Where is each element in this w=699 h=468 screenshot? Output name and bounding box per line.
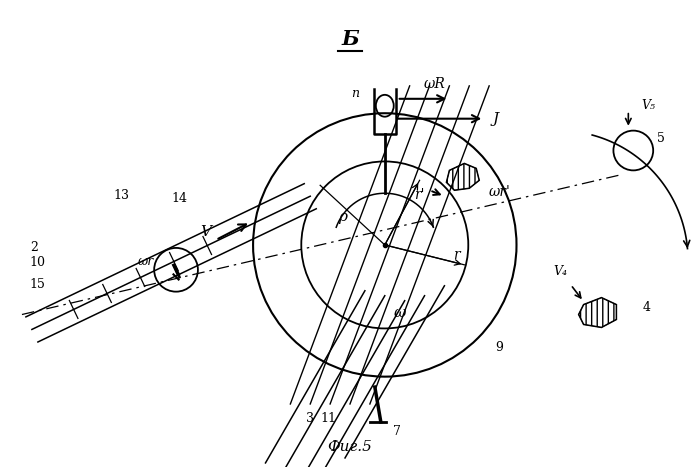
Text: 11: 11 — [320, 412, 336, 425]
Text: 3: 3 — [306, 412, 315, 425]
Text: V₅: V₅ — [641, 99, 655, 112]
Text: n: n — [351, 88, 359, 100]
Text: r: r — [453, 248, 460, 262]
Text: 15: 15 — [30, 278, 45, 291]
Polygon shape — [579, 298, 617, 328]
Text: 13: 13 — [113, 189, 129, 202]
Text: 7: 7 — [393, 425, 401, 439]
Text: r': r' — [415, 188, 425, 202]
Text: J: J — [493, 112, 499, 126]
Text: 2: 2 — [30, 241, 38, 255]
Text: 5: 5 — [657, 132, 665, 145]
Text: ρ: ρ — [338, 210, 347, 224]
Text: 4: 4 — [642, 301, 650, 314]
Text: 10: 10 — [30, 256, 46, 269]
Text: Б: Б — [341, 29, 359, 49]
Polygon shape — [447, 163, 480, 190]
Text: ωR: ωR — [424, 77, 445, 91]
Text: ωr': ωr' — [488, 185, 510, 199]
Text: V: V — [201, 225, 211, 239]
Text: V₄: V₄ — [554, 265, 568, 278]
Text: 9: 9 — [495, 341, 503, 354]
Text: Фиг.5: Фиг.5 — [328, 440, 373, 454]
Text: 14: 14 — [171, 192, 187, 205]
Text: ω: ω — [394, 306, 406, 320]
Text: ωr: ωr — [138, 256, 154, 268]
